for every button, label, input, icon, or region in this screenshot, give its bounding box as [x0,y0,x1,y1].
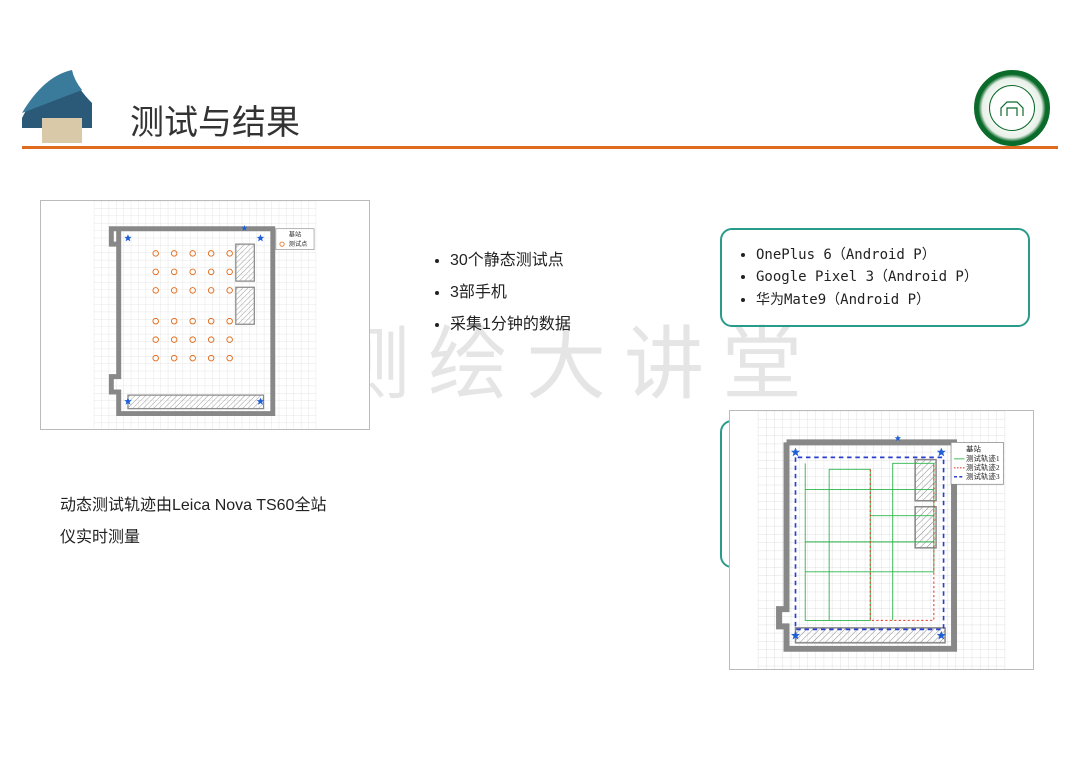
bullet-item: 采集1分钟的数据 [450,309,571,341]
roof-decoration [22,58,122,148]
legend-t1: 测试轨迹1 [966,453,1000,463]
test-setup-bullets: 30个静态测试点 3部手机 采集1分钟的数据 [430,245,571,341]
dynamic-test-caption: 动态测试轨迹由Leica Nova TS60全站仪实时测量 [60,490,340,554]
legend-t2: 测试轨迹2 [966,462,1000,472]
header-rule [22,146,1058,149]
legend-base: 基站 [966,443,981,453]
phone-item: 华为Mate9（Android P） [756,289,1010,311]
test-points [153,251,232,361]
legend-t3: 测试轨迹3 [966,471,1000,481]
phones-box: OnePlus 6（Android P） Google Pixel 3（Andr… [720,228,1030,327]
page-title: 测试与结果 [130,95,300,144]
logo-inner [989,85,1035,131]
obstacles [128,244,264,409]
bullet-item: 30个静态测试点 [450,245,571,277]
phone-item: Google Pixel 3（Android P） [756,266,1010,288]
phone-item: OnePlus 6（Android P） [756,244,1010,266]
university-logo [974,70,1050,146]
dynamic-track-floorplan: 基站 测试轨迹1 测试轨迹2 测试轨迹3 [729,410,1034,670]
bullet-item: 3部手机 [450,277,571,309]
static-test-floorplan: 基站 测试点 [40,200,370,430]
